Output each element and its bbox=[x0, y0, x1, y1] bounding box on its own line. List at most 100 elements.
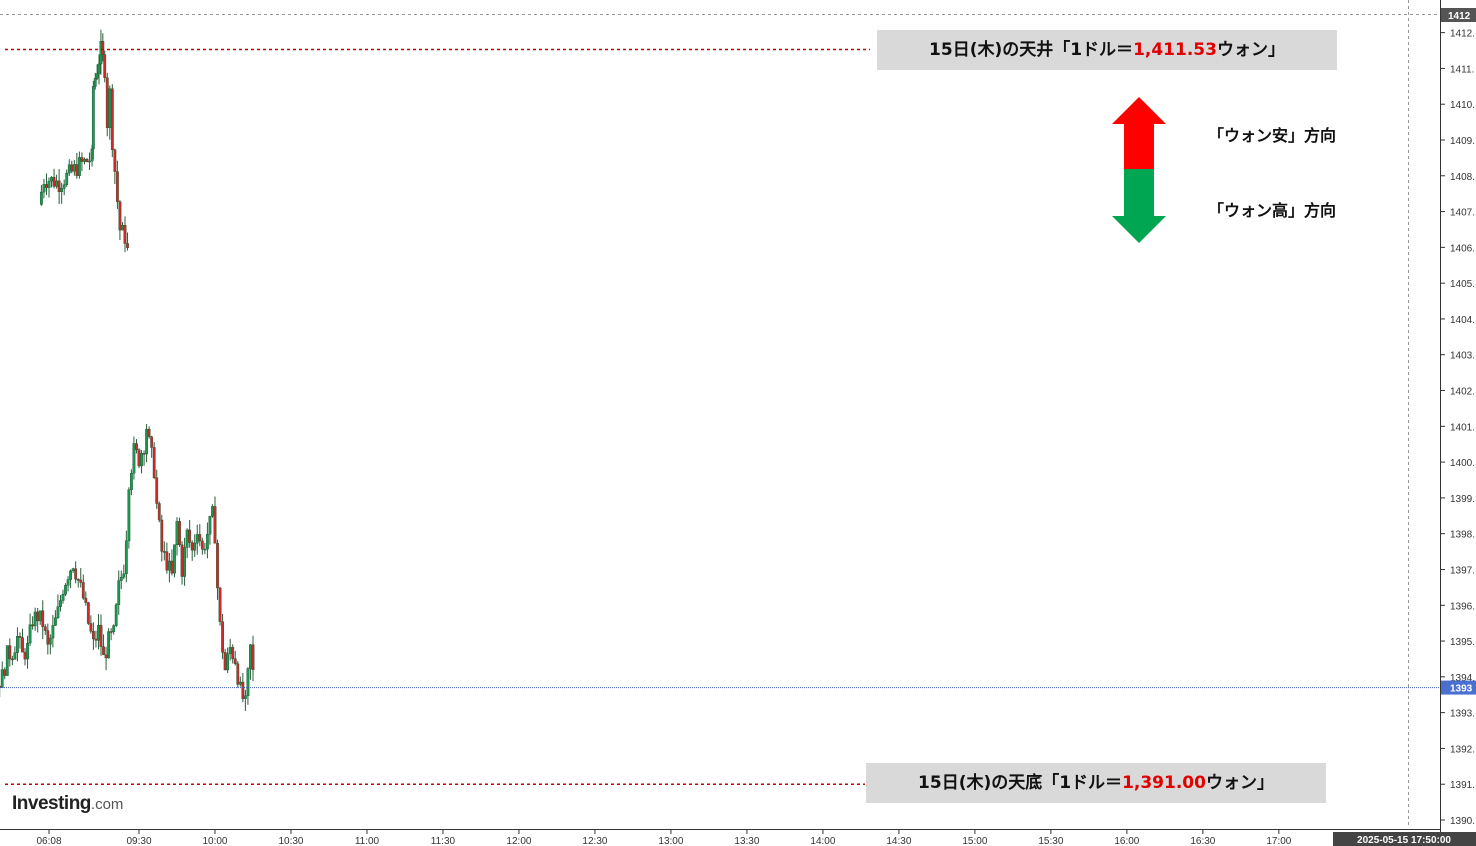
candle-body bbox=[114, 604, 118, 626]
current-price-tag bbox=[1441, 680, 1476, 695]
logo-suffix: .com bbox=[90, 796, 124, 813]
candle-body bbox=[115, 171, 119, 202]
candle-body bbox=[38, 610, 42, 622]
x-tick-label: 11:00 bbox=[355, 836, 380, 846]
logo-main: Investing bbox=[12, 793, 91, 814]
candle-body bbox=[200, 540, 204, 550]
candle-body bbox=[76, 579, 80, 581]
low-annotation: 15日(木)の天底「1ドル＝1,391.00ウォン」 bbox=[866, 763, 1326, 803]
candle-body bbox=[86, 602, 90, 624]
candle-body bbox=[117, 580, 121, 605]
y-tick-label: 1392. bbox=[1450, 744, 1475, 755]
x-tick-label: 06:08 bbox=[36, 836, 61, 846]
candle-body bbox=[69, 570, 73, 580]
candle-body bbox=[89, 623, 93, 632]
candle-body bbox=[251, 644, 255, 670]
candle-body bbox=[95, 73, 99, 79]
x-tick-label: 10:00 bbox=[202, 836, 227, 846]
x-tick-label: 10:30 bbox=[278, 836, 303, 846]
high-annotation-prefix: 15日(木)の天井「1ドル＝ bbox=[929, 40, 1134, 60]
candle-body bbox=[101, 41, 105, 55]
x-tick-label: 15:00 bbox=[962, 836, 987, 846]
candle-body bbox=[85, 158, 89, 162]
candle-body bbox=[83, 158, 86, 162]
y-tick-label: 1400. bbox=[1450, 458, 1475, 469]
candle-body bbox=[231, 647, 235, 660]
candle-body bbox=[110, 88, 114, 150]
candle-body bbox=[41, 610, 45, 628]
up-arrow-icon bbox=[1112, 97, 1166, 169]
candle-body bbox=[74, 568, 78, 580]
x-tick-label: 13:00 bbox=[658, 836, 683, 846]
x-tick-label: 12:00 bbox=[506, 836, 531, 846]
candle-body bbox=[55, 180, 58, 187]
y-tick-label: 1410. bbox=[1450, 100, 1475, 111]
low-value: 1,391.00 bbox=[1122, 773, 1206, 793]
candle-body bbox=[79, 579, 83, 583]
candle-body bbox=[57, 180, 61, 192]
candle-body bbox=[123, 225, 127, 244]
candle-body bbox=[0, 669, 4, 688]
candle-body bbox=[137, 449, 141, 467]
candle-body bbox=[61, 594, 65, 601]
candle-body bbox=[66, 579, 70, 586]
candle-body bbox=[105, 77, 109, 128]
high-annotation-suffix: ウォン」 bbox=[1216, 40, 1285, 60]
candle-body bbox=[216, 543, 219, 589]
candle-body bbox=[72, 164, 76, 172]
candle-body bbox=[43, 626, 47, 631]
y-tick-label: 1405. bbox=[1450, 279, 1475, 290]
x-tick-label: 15:30 bbox=[1038, 836, 1063, 846]
y-tick-label: 1393. bbox=[1450, 709, 1475, 720]
candle-body bbox=[118, 201, 122, 231]
candle-body bbox=[21, 637, 24, 653]
candle-body bbox=[51, 625, 55, 639]
candle-body bbox=[188, 529, 192, 543]
y-tick-label: 1412. bbox=[1450, 29, 1475, 40]
low-annotation-suffix: ウォン」 bbox=[1205, 773, 1274, 793]
x-tick-label: 14:30 bbox=[886, 836, 911, 846]
x-tick-label: 16:30 bbox=[1190, 836, 1215, 846]
candle-body bbox=[10, 658, 14, 661]
candle-body bbox=[135, 443, 138, 450]
candle-body bbox=[64, 585, 67, 595]
y-tick-label: 1411. bbox=[1450, 64, 1474, 75]
y-tick-label: 1406. bbox=[1450, 243, 1475, 254]
x-tick-label: 12:30 bbox=[582, 836, 607, 846]
candle-body bbox=[246, 668, 250, 697]
candle-body bbox=[45, 184, 48, 188]
candle-body bbox=[71, 568, 75, 572]
candle-body bbox=[157, 503, 161, 521]
y-tick-label: 1409. bbox=[1450, 136, 1475, 147]
candle-body bbox=[103, 54, 107, 78]
candle-body bbox=[223, 652, 227, 671]
candle-body bbox=[97, 625, 100, 641]
candle-body bbox=[65, 172, 69, 185]
candle-body bbox=[92, 630, 95, 640]
candle-body bbox=[16, 636, 19, 653]
candle-body bbox=[62, 184, 66, 189]
candle-body bbox=[97, 63, 101, 74]
candle-body bbox=[84, 597, 88, 603]
candle-body bbox=[47, 180, 51, 188]
candle-body bbox=[91, 86, 95, 150]
candle-body bbox=[249, 644, 252, 669]
candle-body bbox=[162, 551, 166, 553]
candle-body bbox=[195, 534, 199, 544]
candle-body bbox=[80, 157, 84, 162]
y-tick-label: 1401. bbox=[1450, 422, 1475, 433]
candle-body bbox=[152, 447, 156, 478]
candle-body bbox=[173, 544, 176, 574]
investing-logo: Investing.com bbox=[12, 793, 123, 815]
x-tick-label: 17:00 bbox=[1266, 836, 1291, 846]
candle-body bbox=[40, 191, 43, 205]
candle-body bbox=[5, 645, 9, 676]
candle-body bbox=[205, 534, 209, 550]
candle-body bbox=[18, 636, 22, 638]
candle-body bbox=[170, 560, 174, 574]
candle-body bbox=[155, 477, 159, 504]
x-tick-label: 13:30 bbox=[734, 836, 759, 846]
candle-body bbox=[93, 78, 97, 87]
candle-body bbox=[88, 160, 91, 163]
